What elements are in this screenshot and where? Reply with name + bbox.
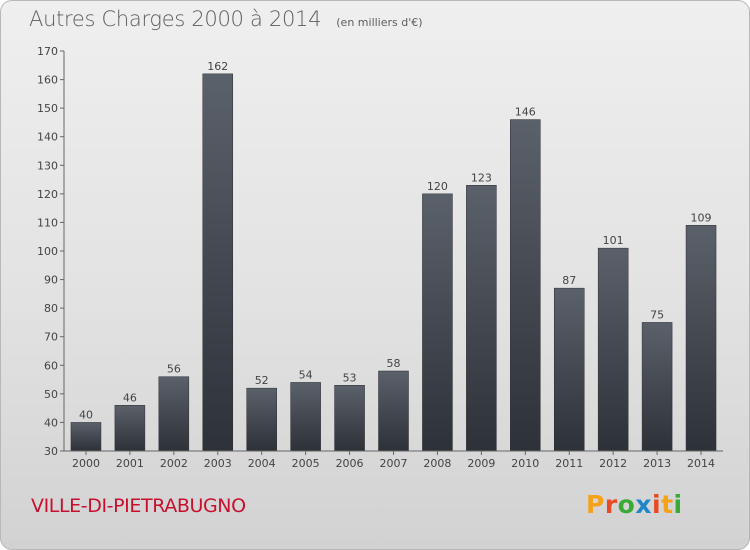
logo-letter: r bbox=[604, 490, 618, 519]
logo-letter: o bbox=[617, 490, 636, 519]
x-tick-label: 2008 bbox=[423, 457, 451, 470]
bar bbox=[510, 119, 541, 452]
y-tick-label: 80 bbox=[44, 302, 58, 315]
bars: 40 46 56 162 52 54 53 58 120 123 146 87 101 75 109 bbox=[70, 60, 717, 452]
title-text: Autres Charges 2000 à 2014 bbox=[29, 7, 322, 31]
logo-letter: P bbox=[586, 490, 605, 519]
x-tick-label: 2007 bbox=[380, 457, 408, 470]
data-label: 146 bbox=[515, 106, 536, 119]
logo-letter: i bbox=[673, 490, 683, 519]
y-tick-label: 30 bbox=[44, 445, 58, 458]
x-tick-label: 2009 bbox=[467, 457, 495, 470]
bar bbox=[246, 387, 277, 452]
bar bbox=[466, 185, 497, 452]
bar bbox=[378, 370, 409, 452]
data-label: 123 bbox=[471, 171, 492, 184]
x-tick-label: 2014 bbox=[687, 457, 715, 470]
data-label: 58 bbox=[387, 357, 401, 370]
bar bbox=[597, 247, 629, 452]
x-tick-label: 2012 bbox=[599, 457, 627, 470]
x-tick-label: 2010 bbox=[511, 457, 539, 470]
proxiti-logo: Proxiti bbox=[586, 490, 683, 519]
x-tick-label: 2004 bbox=[248, 457, 276, 470]
logo-letter: x bbox=[635, 490, 652, 519]
y-tick-label: 140 bbox=[37, 131, 58, 144]
bar bbox=[334, 385, 365, 452]
x-tick-label: 2005 bbox=[292, 457, 320, 470]
data-label: 40 bbox=[79, 408, 93, 421]
data-label: 75 bbox=[650, 308, 664, 321]
data-label: 120 bbox=[427, 180, 448, 193]
data-label: 46 bbox=[123, 391, 137, 404]
y-tick-label: 90 bbox=[44, 274, 58, 287]
bar bbox=[553, 287, 585, 452]
data-label: 53 bbox=[343, 371, 357, 384]
data-label: 56 bbox=[167, 363, 181, 376]
y-tick-label: 170 bbox=[37, 45, 58, 58]
town-name: VILLE-DI-PIETRABUGNO bbox=[31, 495, 246, 517]
bar bbox=[158, 376, 190, 452]
y-axis: 30 40 50 60 70 80 90 100 110 120 130 140 150 160 170 bbox=[37, 45, 65, 458]
bar bbox=[422, 193, 453, 452]
bar bbox=[114, 405, 146, 452]
logo-letter: i bbox=[652, 490, 662, 519]
y-tick-label: 130 bbox=[37, 159, 58, 172]
x-tick-label: 2001 bbox=[116, 457, 144, 470]
y-tick-label: 50 bbox=[44, 388, 58, 401]
y-tick-label: 110 bbox=[37, 216, 58, 229]
data-label: 52 bbox=[255, 374, 269, 387]
bar bbox=[290, 382, 321, 452]
x-tick-label: 2013 bbox=[643, 457, 671, 470]
data-label: 109 bbox=[691, 211, 712, 224]
data-label: 54 bbox=[299, 368, 313, 381]
y-tick-label: 120 bbox=[37, 188, 58, 201]
y-tick-label: 60 bbox=[44, 359, 58, 372]
y-tick-label: 70 bbox=[44, 331, 58, 344]
x-tick-label: 2000 bbox=[72, 457, 100, 470]
x-tick-label: 2006 bbox=[336, 457, 364, 470]
data-label: 101 bbox=[603, 234, 624, 247]
chart-title: Autres Charges 2000 à 2014 (en milliers … bbox=[29, 7, 423, 31]
logo-letter: t bbox=[661, 490, 674, 519]
y-tick-label: 160 bbox=[37, 74, 58, 87]
bar bbox=[685, 225, 717, 452]
unit-text: (en milliers d'€) bbox=[336, 16, 423, 29]
y-tick-label: 100 bbox=[37, 245, 58, 258]
bar bbox=[202, 73, 234, 452]
x-tick-label: 2003 bbox=[204, 457, 232, 470]
x-tick-label: 2011 bbox=[555, 457, 583, 470]
x-axis: 2000 2001 2002 2003 2004 2005 2006 2007 2008 2009… bbox=[64, 450, 723, 470]
y-tick-label: 150 bbox=[37, 102, 58, 115]
bar bbox=[641, 322, 673, 452]
y-tick-label: 40 bbox=[44, 416, 58, 429]
x-tick-label: 2002 bbox=[160, 457, 188, 470]
data-label: 87 bbox=[562, 274, 576, 287]
bar bbox=[70, 422, 102, 452]
data-label: 162 bbox=[207, 60, 228, 73]
